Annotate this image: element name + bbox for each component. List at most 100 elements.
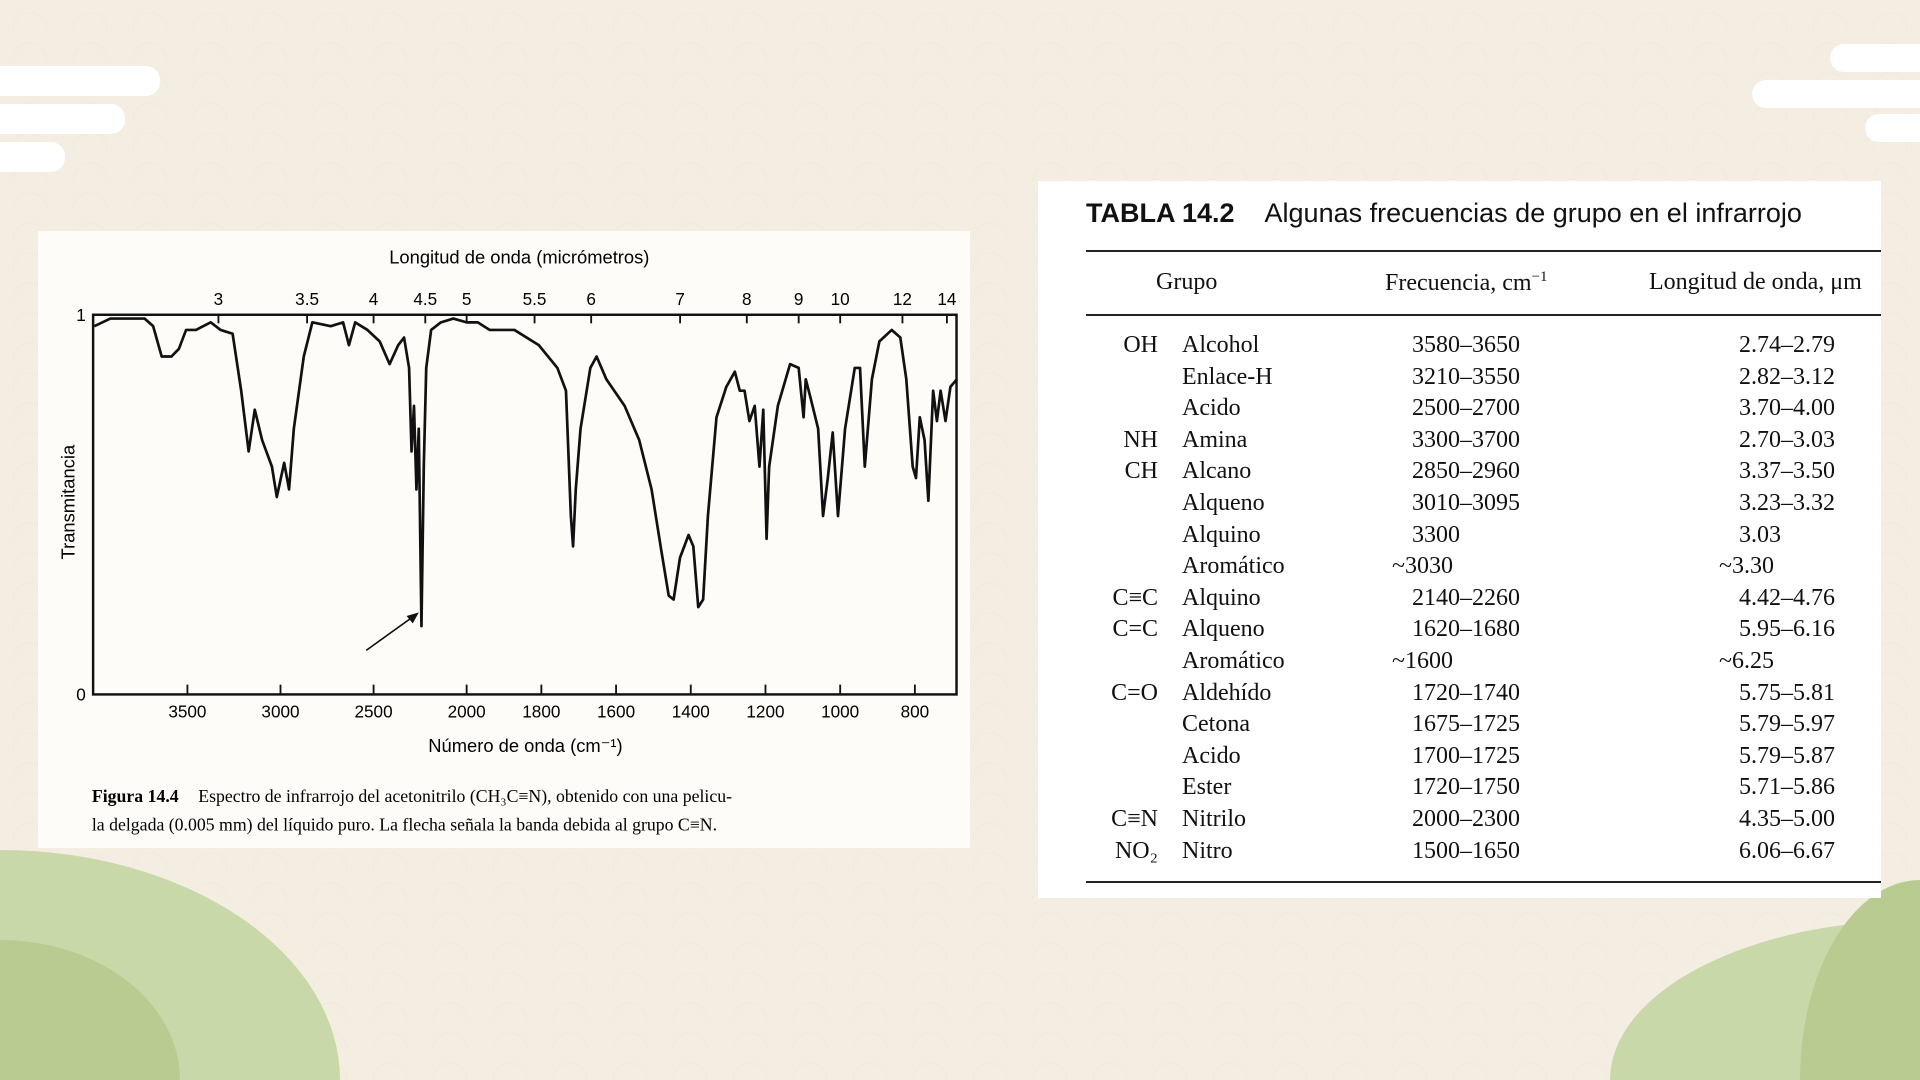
spectrum-line	[93, 317, 958, 628]
row-group: C≡C	[1112, 584, 1158, 611]
x2-tick-label: 5.5	[523, 289, 547, 309]
x2-tick-label: 8	[742, 289, 752, 309]
x-tick-label: 1800	[522, 702, 560, 722]
x2-tick-label: 4.5	[413, 289, 437, 309]
bottom-rule	[1086, 881, 1881, 883]
row-name: Enlace-H	[1182, 363, 1273, 390]
x2-tick-label: 14	[937, 289, 957, 309]
nitrile-arrow	[365, 612, 419, 651]
x-tick-label: 3500	[168, 702, 206, 722]
row-name: Ester	[1182, 774, 1232, 801]
row-frequency: 3300–3700	[1412, 426, 1520, 453]
frequency-table-panel: TABLA 14.2 Algunas frecuencias de grupo e…	[1038, 181, 1881, 898]
row-name: Acido	[1182, 742, 1241, 769]
x-tick-label: 1600	[597, 702, 635, 722]
row-name: Cetona	[1182, 711, 1250, 738]
row-group: NO₂	[1114, 837, 1158, 864]
row-group: C=C	[1112, 616, 1158, 643]
row-name: Nitro	[1182, 837, 1233, 864]
x2-tick-label: 6	[586, 289, 596, 309]
row-wavelength: 4.42–4.76	[1739, 584, 1835, 611]
x2-tick-label: 3.5	[295, 289, 319, 309]
row-wavelength: 5.79–5.97	[1739, 711, 1835, 738]
row-frequency: 3580–3650	[1412, 332, 1520, 358]
x-tick-label: 1200	[746, 702, 784, 722]
top-rule	[1086, 250, 1881, 252]
row-frequency: 2140–2260	[1412, 584, 1520, 611]
header-longitud: Longitud de onda, μm	[1649, 269, 1862, 295]
y-tick-label: 0	[76, 685, 86, 705]
x2-tick-label: 12	[893, 289, 912, 309]
row-frequency: 1700–1725	[1412, 742, 1520, 769]
row-wavelength: 4.35–5.00	[1739, 806, 1835, 832]
row-frequency: 1675–1725	[1412, 711, 1520, 738]
plot-frame	[91, 313, 958, 696]
row-name: Alqueno	[1182, 490, 1265, 516]
x-tick-label: 2500	[355, 702, 393, 722]
row-frequency: 2850–2960	[1412, 458, 1520, 485]
row-wavelength: 5.71–5.86	[1739, 774, 1835, 801]
row-wavelength: 2.74–2.79	[1739, 332, 1835, 358]
row-name: Nitrilo	[1182, 806, 1246, 832]
x-tick-label: 1000	[821, 702, 859, 722]
ir-spectrum-chart: Longitud de onda (micrómetros) Transmita…	[58, 246, 958, 834]
row-frequency: 2000–2300	[1412, 806, 1520, 832]
row-name: Acido	[1182, 395, 1241, 422]
table-label: TABLA 14.2	[1086, 198, 1235, 228]
row-name: Alquino	[1182, 521, 1261, 548]
row-wavelength: 3.37–3.50	[1739, 458, 1835, 485]
figure-caption-line1: Figura 14.4 Espectro de infrarrojo del ac…	[92, 786, 732, 806]
row-frequency: 2500–2700	[1412, 395, 1520, 422]
figure-caption-line2: la delgada (0.005 mm) del líquido puro. …	[92, 814, 717, 834]
row-wavelength: 3.23–3.32	[1739, 490, 1835, 516]
row-frequency: ~3030	[1392, 553, 1453, 580]
y-axis-title: Transmitancia	[58, 444, 79, 559]
row-frequency: 1720–1740	[1412, 679, 1520, 706]
x2-tick-label: 4	[369, 289, 379, 309]
row-name: Alcohol	[1182, 332, 1260, 358]
x2-tick-label: 7	[675, 289, 685, 309]
row-name: Alquino	[1182, 584, 1261, 611]
header-grupo: Grupo	[1156, 269, 1218, 295]
table-title-text: Algunas frecuencias de grupo en el infra…	[1264, 198, 1802, 228]
ir-spectrum-figure: Longitud de onda (micrómetros) Transmita…	[38, 231, 970, 848]
row-wavelength: 5.79–5.87	[1739, 742, 1835, 769]
header-rule	[1086, 314, 1881, 316]
row-name: Amina	[1182, 426, 1248, 453]
table-title: TABLA 14.2 Algunas frecuencias de grupo e…	[1086, 198, 1802, 229]
row-wavelength: 3.03	[1739, 521, 1781, 548]
row-wavelength: 3.70–4.00	[1739, 395, 1835, 422]
y-tick-label: 1	[76, 305, 86, 325]
row-frequency: 3300	[1412, 521, 1460, 548]
row-group: OH	[1123, 332, 1158, 358]
row-name: Aromático	[1182, 648, 1285, 674]
row-group: C≡N	[1111, 806, 1158, 832]
header-frecuencia-text: Frecuencia, cm	[1385, 270, 1532, 296]
row-wavelength: 6.06–6.67	[1739, 837, 1835, 864]
row-frequency: 1720–1750	[1412, 774, 1520, 801]
row-wavelength: ~3.30	[1719, 553, 1774, 580]
x2-tick-label: 5	[462, 289, 472, 309]
row-group: NH	[1123, 426, 1158, 453]
row-group: C=O	[1111, 679, 1158, 706]
x-axis-title: Número de onda (cm⁻¹)	[428, 735, 622, 756]
row-wavelength: 2.82–3.12	[1739, 363, 1835, 390]
x2-tick-label: 3	[214, 289, 224, 309]
row-frequency: 1500–1650	[1412, 837, 1520, 864]
row-name: Aldehído	[1182, 679, 1272, 706]
row-wavelength: ~6.25	[1719, 648, 1774, 674]
row-wavelength: 2.70–3.03	[1739, 426, 1835, 453]
header-frecuencia: Frecuencia, cm−1	[1385, 269, 1548, 296]
row-name: Aromático	[1182, 553, 1285, 580]
x-tick-label: 2000	[448, 702, 486, 722]
x-tick-label: 800	[901, 702, 930, 722]
row-name: Alqueno	[1182, 616, 1265, 643]
row-frequency: 3210–3550	[1412, 363, 1520, 390]
x-tick-label: 1400	[672, 702, 710, 722]
row-name: Alcano	[1182, 458, 1252, 485]
figure-caption-label: Figura 14.4	[92, 786, 179, 806]
x2-axis-title: Longitud de onda (micrómetros)	[389, 246, 649, 267]
row-wavelength: 5.75–5.81	[1739, 679, 1835, 706]
row-frequency: 3010–3095	[1412, 490, 1520, 516]
x2-tick-label: 10	[831, 289, 850, 309]
